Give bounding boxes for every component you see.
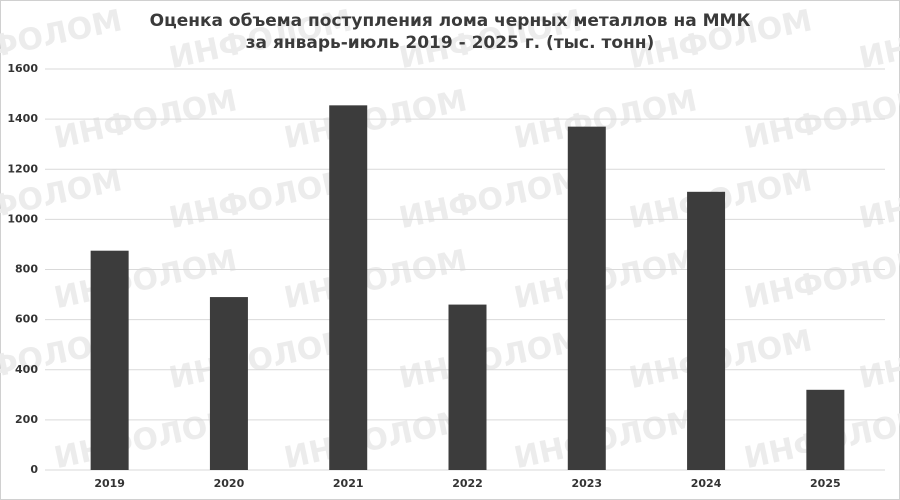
y-tick-label: 600	[15, 313, 38, 326]
y-tick-label: 800	[15, 263, 38, 276]
bar	[329, 105, 368, 470]
chart-title: за январь-июль 2019 - 2025 г. (тыс. тонн…	[246, 33, 655, 53]
bar	[448, 304, 487, 470]
bar	[567, 126, 606, 471]
y-tick-label: 1200	[7, 162, 38, 175]
y-tick-label: 1600	[7, 62, 38, 75]
x-tick-label: 2023	[571, 477, 602, 490]
y-tick-label: 1400	[7, 112, 38, 125]
x-tick-label: 2024	[691, 477, 722, 490]
bar	[209, 297, 248, 470]
x-tick-label: 2022	[452, 477, 483, 490]
y-tick-label: 200	[15, 413, 38, 426]
bar	[687, 191, 726, 470]
x-tick-label: 2025	[810, 477, 841, 490]
y-tick-label: 1000	[7, 212, 38, 225]
x-tick-label: 2020	[214, 477, 245, 490]
y-tick-label: 400	[15, 363, 38, 376]
chart-title: Оценка объема поступления лома черных ме…	[150, 11, 751, 31]
bar	[806, 389, 845, 470]
y-tick-label: 0	[30, 463, 38, 476]
bar	[90, 250, 129, 470]
x-tick-label: 2019	[94, 477, 125, 490]
x-tick-label: 2021	[333, 477, 364, 490]
